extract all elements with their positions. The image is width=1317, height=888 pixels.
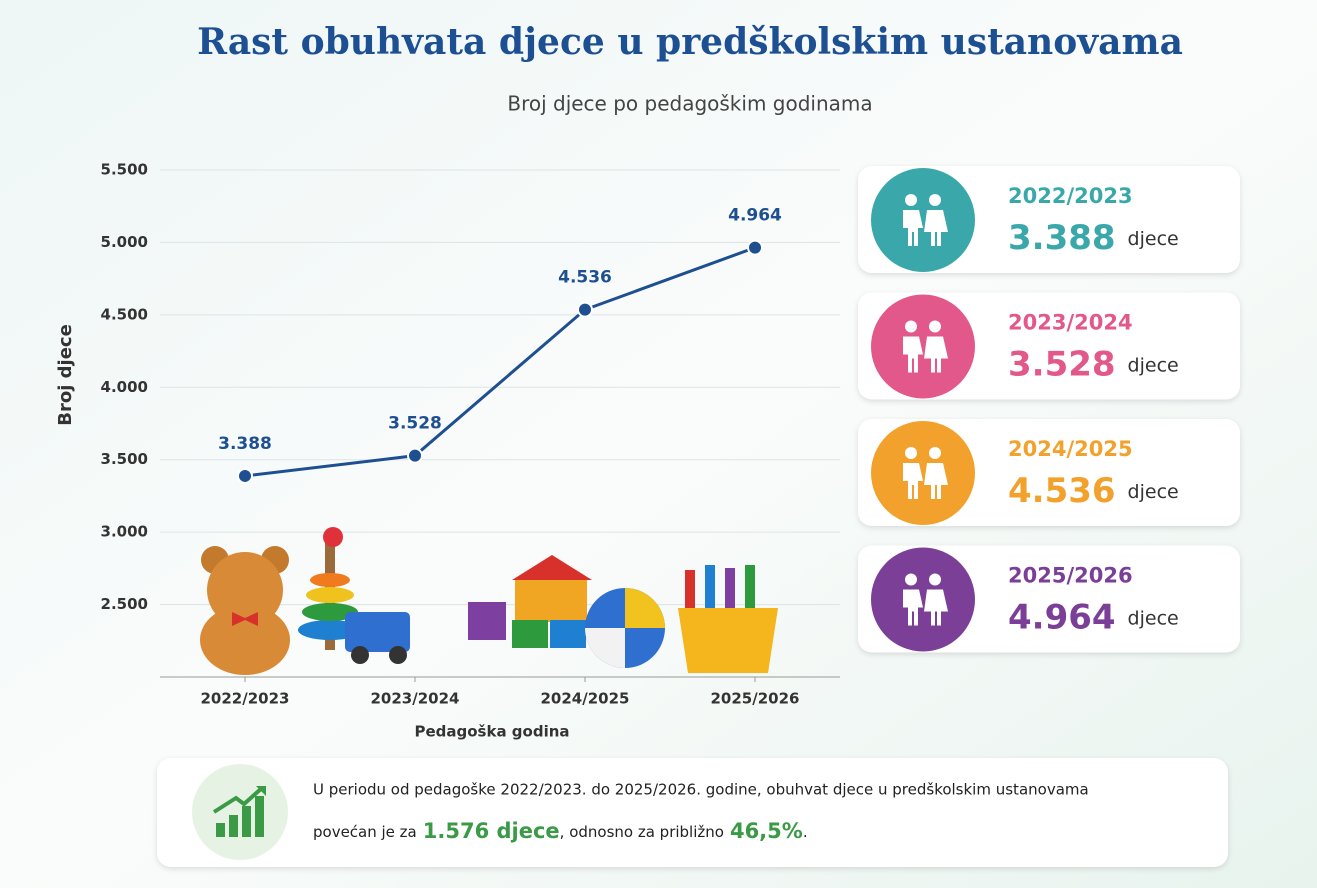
y-tick-label: 5.500 bbox=[101, 161, 148, 179]
card-count: 4.536 bbox=[1008, 471, 1116, 511]
data-label: 4.536 bbox=[558, 268, 612, 288]
y-tick-label: 4.000 bbox=[101, 378, 148, 396]
card-value: 3.388 djece bbox=[1008, 218, 1179, 258]
cards: 2022/2023 3.388 djece 2023/2024 3.528 djece 20… bbox=[858, 166, 1240, 653]
y-tick-label: 3.000 bbox=[101, 523, 148, 541]
summary-text: povećan je za bbox=[313, 823, 417, 841]
y-tick-label: 4.500 bbox=[101, 305, 148, 323]
data-point bbox=[747, 239, 763, 256]
card-value: 4.964 djece bbox=[1008, 597, 1179, 637]
card-period: 2024/2025 bbox=[1008, 437, 1133, 461]
x-tick-label: 2022/2023 bbox=[201, 690, 290, 708]
card-unit: djece bbox=[1128, 481, 1179, 503]
card-icon bbox=[871, 168, 975, 272]
summary-highlight: 1.576 djece bbox=[423, 819, 560, 843]
x-tick-label: 2023/2024 bbox=[371, 690, 460, 708]
summary-box bbox=[157, 758, 1228, 867]
card-count: 3.528 bbox=[1008, 344, 1116, 384]
card-value: 4.536 djece bbox=[1008, 471, 1179, 511]
data-line bbox=[244, 246, 756, 478]
summary-text: , odnosno za približno bbox=[560, 823, 724, 841]
y-axis-label: Broj djece bbox=[55, 324, 76, 426]
y-tick-label: 2.500 bbox=[101, 595, 148, 613]
chart: 2.500 3.000 3.500 4.000 4.500 5.000 5.500 2022/… bbox=[101, 161, 840, 708]
data-point bbox=[407, 447, 423, 464]
summary-highlight: 46,5% bbox=[730, 819, 803, 843]
card-icon bbox=[871, 547, 975, 652]
summary-icon bbox=[192, 764, 288, 860]
data-label: 4.964 bbox=[728, 206, 782, 226]
toys bbox=[200, 527, 778, 675]
card-count: 4.964 bbox=[1008, 597, 1116, 637]
data-point bbox=[577, 301, 593, 318]
title: Rast obuhvata djece u predškolskim ustan… bbox=[197, 21, 1183, 63]
summary-line: povećan je za 1.576 djece, odnosno za pri… bbox=[313, 819, 808, 843]
x-tick-label: 2024/2025 bbox=[541, 690, 630, 708]
data-label: 3.388 bbox=[218, 434, 272, 454]
x-axis-label: Pedagoška godina bbox=[414, 723, 569, 741]
y-tick-label: 3.500 bbox=[101, 450, 148, 468]
card-icon bbox=[871, 294, 975, 399]
growth-icon bbox=[212, 786, 266, 837]
data-label: 3.528 bbox=[388, 414, 442, 434]
subtitle: Broj djece po pedagoškim godinama bbox=[507, 92, 872, 116]
summary-line: U periodu od pedagoške 2022/2023. do 202… bbox=[313, 781, 1089, 799]
data-point bbox=[237, 467, 253, 484]
card-unit: djece bbox=[1128, 607, 1179, 629]
card-icon bbox=[871, 421, 975, 525]
card-period: 2023/2024 bbox=[1008, 311, 1133, 335]
card-period: 2025/2026 bbox=[1008, 564, 1133, 588]
card-period: 2022/2023 bbox=[1008, 184, 1133, 208]
card-value: 3.528 djece bbox=[1008, 344, 1179, 384]
x-tick-label: 2025/2026 bbox=[711, 690, 800, 708]
card-count: 3.388 bbox=[1008, 218, 1116, 258]
card-unit: djece bbox=[1128, 228, 1179, 250]
summary-text: . bbox=[803, 823, 808, 841]
card-unit: djece bbox=[1128, 354, 1179, 376]
y-tick-label: 5.000 bbox=[101, 233, 148, 251]
